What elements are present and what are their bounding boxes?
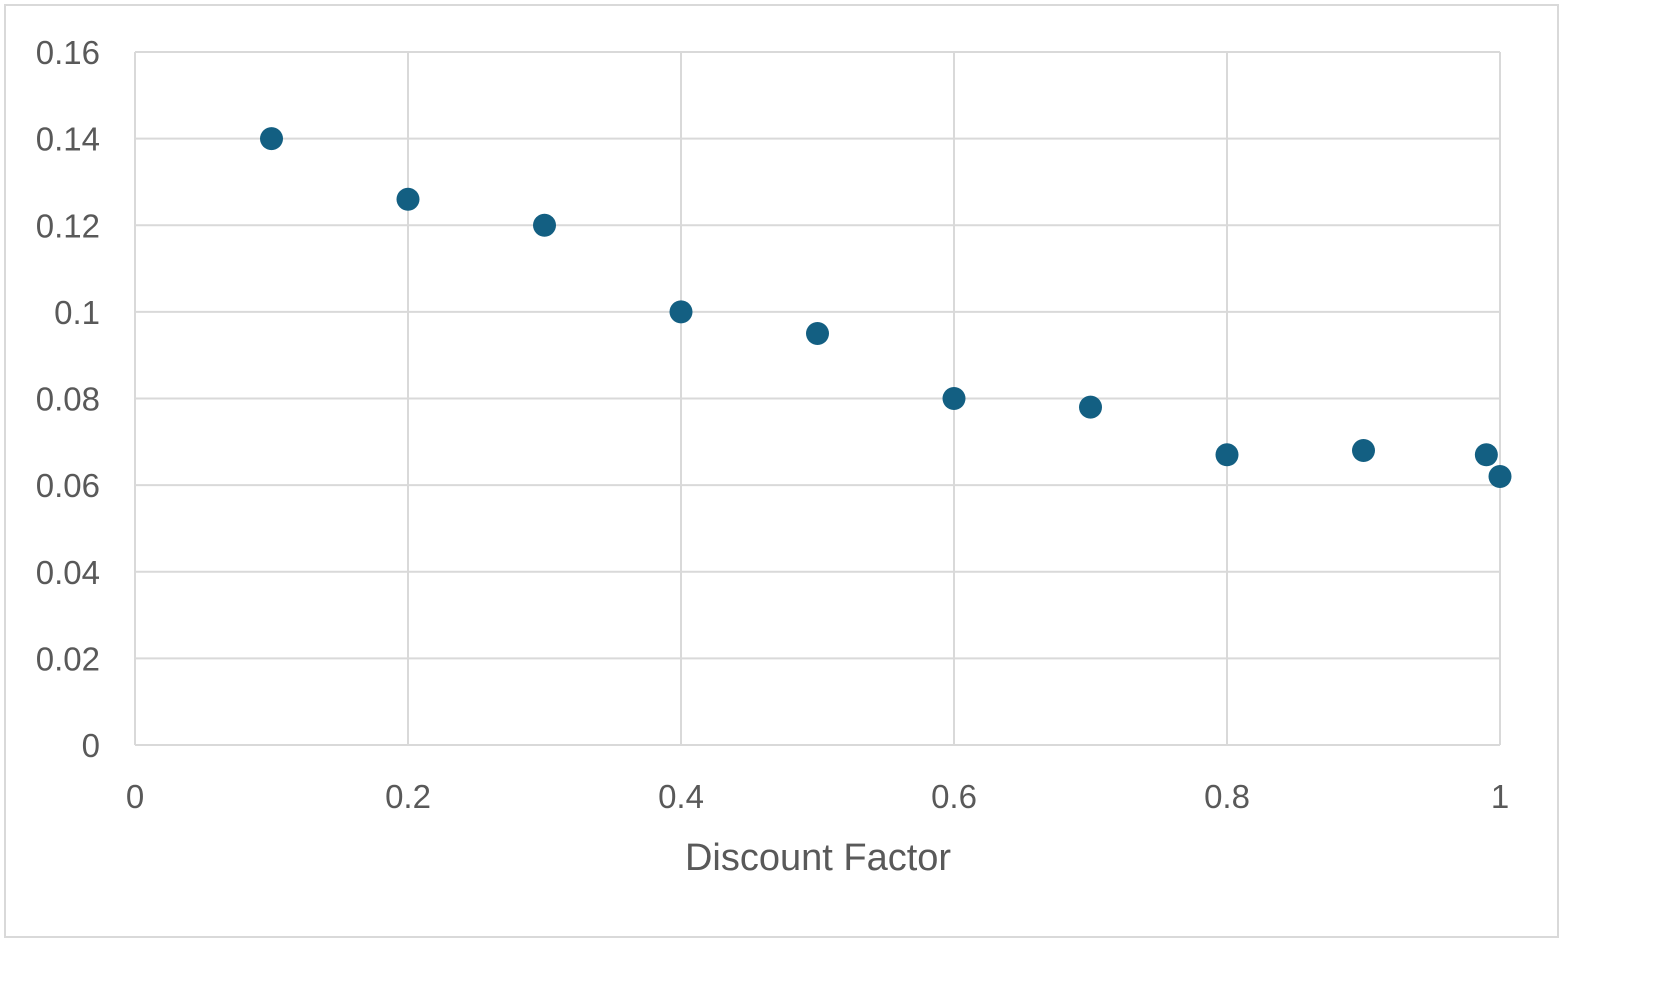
data-point [1079, 395, 1102, 419]
y-tick-label: 0.06 [36, 467, 100, 504]
x-tick-label: 0.4 [658, 778, 704, 815]
y-tick-label: 0.14 [36, 121, 100, 158]
x-axis-title: Discount Factor [685, 837, 951, 879]
data-point [942, 387, 966, 410]
data-point [1488, 464, 1512, 488]
x-tick-label: 0.2 [385, 778, 431, 815]
data-points [260, 127, 1512, 488]
x-tick-label: 0.6 [931, 778, 977, 815]
data-point [806, 322, 829, 346]
y-tick-label: 0.04 [36, 554, 100, 591]
x-tick-label: 0 [126, 778, 144, 815]
y-tick-label: 0.12 [36, 207, 100, 244]
data-point [260, 127, 283, 151]
data-point [396, 187, 420, 211]
data-point [1474, 443, 1498, 467]
x-tick-label: 0.8 [1204, 778, 1250, 815]
y-tick-label: 0 [82, 727, 100, 764]
y-tick-label: 0.16 [36, 34, 100, 71]
data-point [1352, 438, 1375, 462]
data-point [1215, 443, 1239, 467]
data-point [533, 213, 556, 237]
y-tick-label: 0.08 [36, 381, 100, 418]
y-tick-label: 0.1 [54, 294, 100, 331]
data-point [669, 300, 693, 324]
y-axis-tick-labels: 0 0.02 0.04 0.06 0.08 0.1 0.12 0.14 0.16 [36, 34, 100, 764]
gridlines [134, 51, 1501, 746]
y-tick-label: 0.02 [36, 640, 100, 677]
x-tick-label: 1 [1491, 778, 1509, 815]
chart-area [4, 4, 1559, 938]
x-axis-tick-labels: 0 0.2 0.4 0.6 0.8 1 [126, 778, 1509, 815]
